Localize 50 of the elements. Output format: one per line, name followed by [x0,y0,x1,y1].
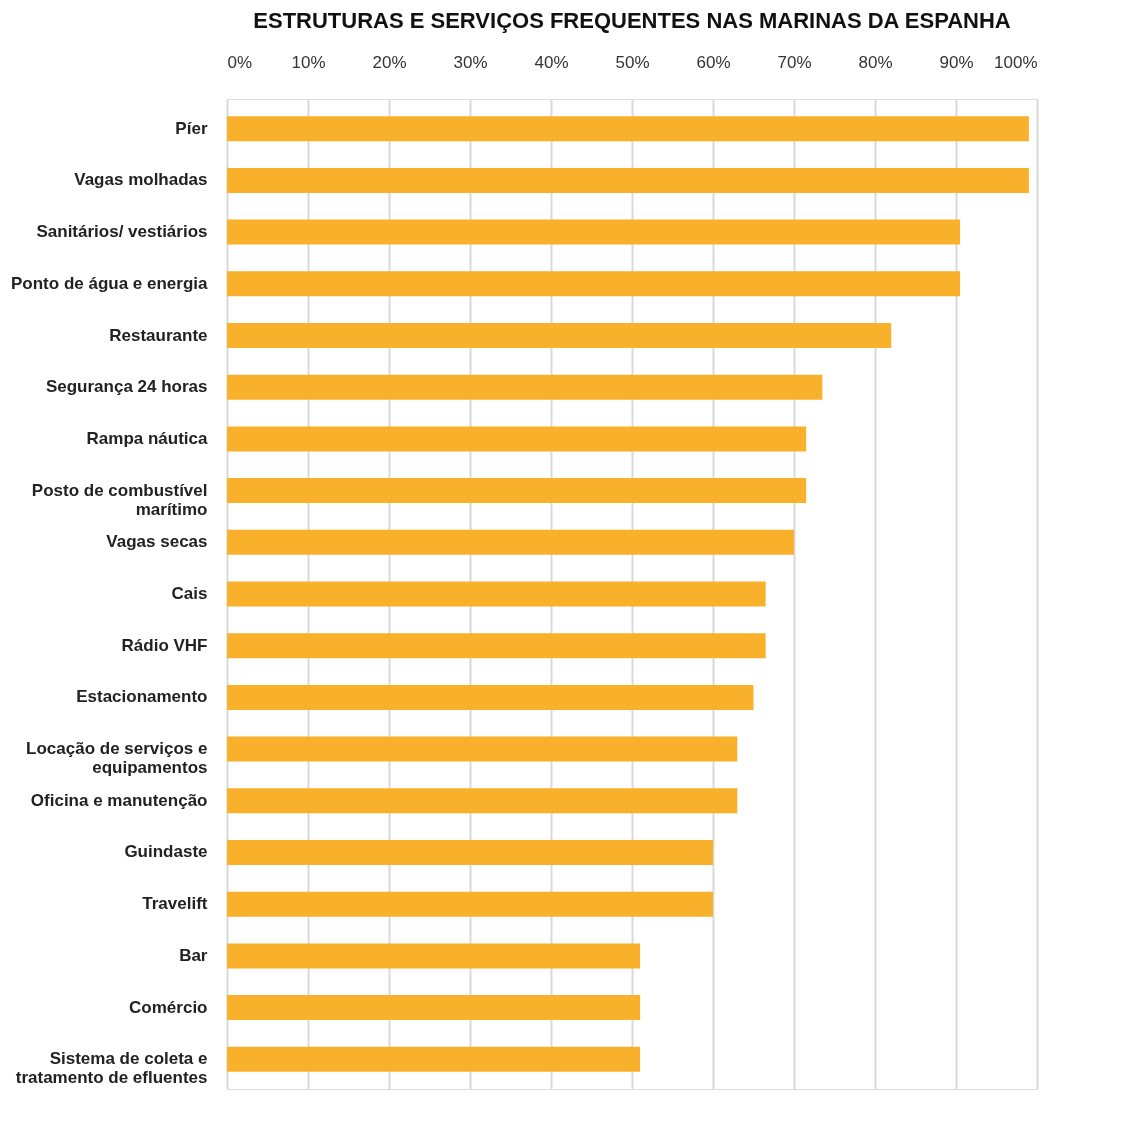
x-tick-label: 10% [291,52,326,72]
bar [227,633,766,659]
bar [227,736,738,762]
y-tick-label: Locação de serviços e equipamentos [26,739,208,778]
x-tick-label: 50% [615,52,650,72]
bar [227,995,641,1021]
x-tick-label: 60% [696,52,731,72]
y-tick-label: Segurança 24 horas [45,377,208,397]
x-tick-label: 100% [994,52,1038,72]
bar [227,374,823,400]
y-tick-label: Sistema de coleta e tratamento de efluentes [15,1049,208,1088]
y-tick-label: Vagas secas [106,532,208,552]
bar [227,581,766,607]
bar [227,426,807,452]
y-tick-label: Restaurante [109,325,208,345]
y-tick-label: Ponto de água e energia [11,273,209,293]
y-tick-label: Sanitários/ vestiários [36,222,208,242]
y-tick-label: Vagas molhadas [74,170,208,190]
bar [227,478,807,504]
x-tick-label: 90% [939,52,974,72]
bar [227,323,892,349]
bar [227,839,713,865]
bar [227,116,1029,142]
y-tick-label: Rádio VHF [121,635,208,655]
y-tick-label: Bar [179,945,208,965]
x-tick-label: 40% [534,52,569,72]
y-tick-label: Píer [175,118,208,138]
bar [227,219,961,245]
y-tick-label: Oficina e manutenção [30,790,208,810]
x-tick-label: 30% [453,52,488,72]
bar [227,1046,641,1072]
x-tick-label: 20% [372,52,407,72]
bar [227,891,713,917]
bar [227,684,754,710]
y-tick-label: Estacionamento [76,687,208,707]
bar [227,271,961,297]
y-tick-label: Guindaste [124,842,208,862]
chart-title: ESTRUTURAS E SERVIÇOS FREQUENTES NAS MARINAS DA ESPANHA [253,8,1011,33]
bar [227,167,1029,193]
bar [227,943,641,969]
y-tick-label: Travelift [142,894,208,914]
y-tick-label: Comércio [129,997,208,1017]
bar [227,529,794,555]
x-tick-label: 0% [227,52,253,72]
bar [227,788,738,814]
x-tick-label: 80% [858,52,893,72]
y-tick-label: Cais [171,584,208,603]
x-tick-label: 70% [777,52,812,72]
y-tick-label: Rampa náutica [86,428,209,448]
y-tick-label: Posto de combustível marítimo [31,480,208,519]
